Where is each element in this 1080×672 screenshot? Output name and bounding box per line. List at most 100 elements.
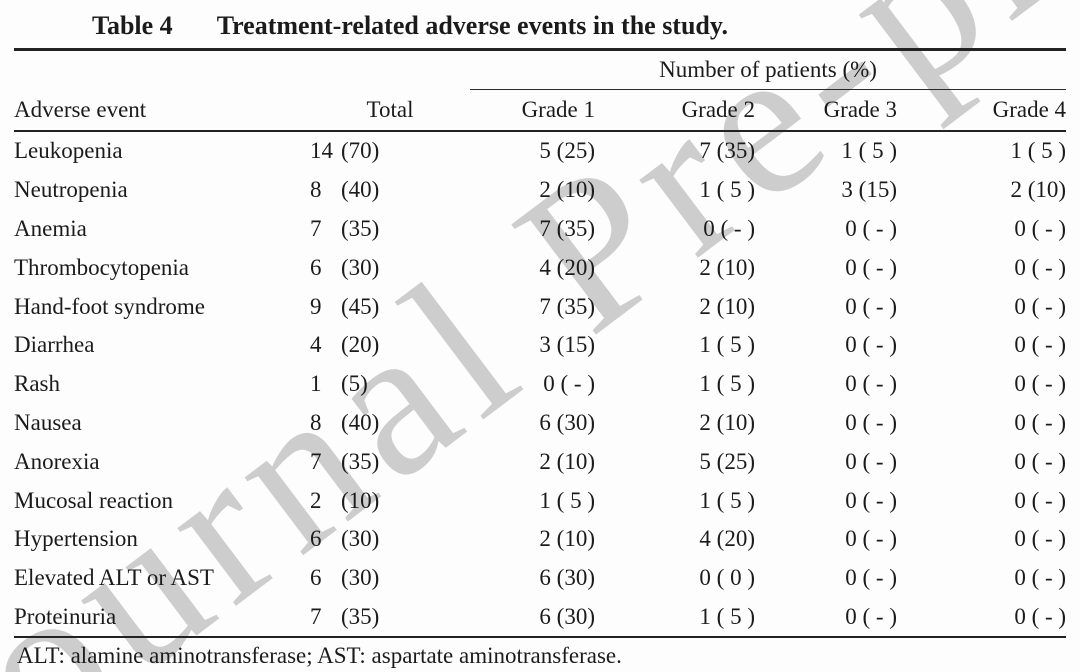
cell-grade3: 0 ( - ) [845, 332, 897, 358]
table-title-text: Treatment-related adverse events in the … [216, 11, 728, 40]
cell-grade2: 1 ( 5 ) [699, 371, 755, 397]
cell-total: 9 (45) [310, 287, 470, 326]
total-count: 6 [310, 254, 322, 280]
column-header-grade2: Grade 2 [595, 89, 755, 132]
table-row: Proteinuria 7 (35) 6 (30) 1 ( 5 ) 0 ( - ) 0 ( … [14, 597, 1067, 639]
cell-grade4: 2 (10) [1010, 177, 1067, 203]
total-count: 7 [310, 603, 322, 629]
cell-grade3: 0 ( - ) [845, 487, 897, 513]
adverse-events-table: Number of patients (%) Adverse event Tot… [14, 48, 1067, 639]
cell-grade1: 7 (35) [539, 293, 595, 319]
cell-adverse-event: Elevated ALT or AST [14, 565, 214, 591]
cell-grade3: 0 ( - ) [845, 293, 897, 319]
total-count: 7 [310, 448, 322, 474]
cell-grade4: 0 ( - ) [1014, 254, 1067, 280]
cell-grade1: 6 (30) [470, 597, 595, 639]
cell-grade1: 7 (35) [539, 215, 595, 241]
cell-total: 8 (40) [310, 404, 470, 443]
column-header-total: Total [310, 89, 470, 132]
total-count: 8 [310, 177, 322, 203]
table-number: Table 4 [92, 11, 173, 40]
spanner-header-row: Number of patients (%) [14, 48, 1067, 90]
column-header-grade1: Grade 1 [470, 89, 595, 132]
cell-adverse-event: Hypertension [14, 526, 138, 552]
cell-total: 1 (5) [310, 365, 470, 404]
cell-grade2: 1 ( 5 ) [699, 332, 755, 358]
total-count: 14 [310, 138, 333, 164]
cell-grade1: 3 (15) [539, 332, 595, 358]
cell-grade4: 0 ( - ) [1014, 332, 1067, 358]
cell-grade2: 1 ( 5 ) [699, 487, 755, 513]
spanner-spacer [14, 48, 470, 90]
table-caption: Table 4 Treatment-related adverse events … [0, 0, 1080, 48]
total-count: 4 [310, 332, 322, 358]
table-row: Diarrhea 4 (20) 3 (15) 1 ( 5 ) 0 ( - ) 0 ( - ) [14, 326, 1066, 365]
cell-grade3: 0 ( - ) [845, 254, 897, 280]
table-row: Nausea 8 (40) 6 (30) 2 (10) 0 ( - ) 0 ( - ) [14, 404, 1066, 443]
total-count: 7 [310, 215, 322, 241]
table-header: Number of patients (%) Adverse event Tot… [14, 48, 1067, 132]
table-row: Anemia 7 (35) 7 (35) 0 ( - ) 0 ( - ) 0 ( - ) [14, 210, 1066, 249]
cell-grade2: 1 ( 5 ) [699, 177, 755, 203]
total-percent: (40) [341, 177, 380, 203]
cell-grade3: 0 ( - ) [755, 597, 897, 639]
cell-adverse-event: Neutropenia [14, 177, 128, 203]
table-footnote: ALT: alamine aminotransferase; AST: aspa… [17, 643, 622, 669]
cell-grade1: 2 (10) [539, 448, 595, 474]
cell-grade2: 7 (35) [699, 138, 755, 164]
cell-grade3: 0 ( - ) [845, 448, 897, 474]
cell-total: 6 (30) [310, 559, 470, 598]
cell-adverse-event: Proteinuria [14, 597, 310, 639]
cell-total: 4 (20) [310, 326, 470, 365]
table-row: Neutropenia 8 (40) 2 (10) 1 ( 5 ) 3 (15) 2 (10… [14, 171, 1066, 210]
cell-grade3: 0 ( - ) [845, 371, 897, 397]
table-row: Thrombocytopenia 6 (30) 4 (20) 2 (10) 0 ( - )… [14, 248, 1066, 287]
cell-grade2: 2 (10) [699, 254, 755, 280]
total-count: 2 [310, 487, 322, 513]
cell-grade1: 2 (10) [539, 177, 595, 203]
total-percent: (5) [341, 371, 368, 397]
total-percent: (35) [341, 603, 380, 629]
table-body: Leukopenia 14 (70) 5 (25) 7 (35) 1 ( 5 ) 1 ( 5… [14, 131, 1067, 639]
cell-grade4: 0 ( - ) [897, 597, 1067, 639]
total-count: 9 [310, 293, 322, 319]
cell-adverse-event: Hand-foot syndrome [14, 293, 205, 319]
cell-grade1: 2 (10) [539, 526, 595, 552]
table-row: Elevated ALT or AST 6 (30) 6 (30) 0 ( 0 ) 0 (… [14, 559, 1066, 598]
cell-total: 7 (35) [310, 442, 470, 481]
cell-total: 7 (35) [310, 210, 470, 249]
cell-total: 6 (30) [310, 248, 470, 287]
column-header-adverse-event: Adverse event [14, 89, 310, 132]
cell-grade4: 0 ( - ) [1014, 526, 1067, 552]
column-header-grade4: Grade 4 [897, 89, 1067, 132]
cell-grade1: 6 (30) [539, 565, 595, 591]
cell-adverse-event: Leukopenia [14, 138, 123, 164]
cell-adverse-event: Mucosal reaction [14, 487, 174, 513]
column-header-grade3: Grade 3 [755, 89, 897, 132]
cell-adverse-event: Thrombocytopenia [14, 254, 190, 280]
total-percent: (45) [341, 293, 380, 319]
cell-grade1: 6 (30) [539, 409, 595, 435]
cell-adverse-event: Diarrhea [14, 332, 95, 358]
total-percent: (10) [341, 487, 380, 513]
total-percent: (20) [341, 332, 380, 358]
cell-grade2: 0 ( - ) [703, 215, 755, 241]
total-count: 6 [310, 565, 322, 591]
cell-adverse-event: Nausea [14, 409, 82, 435]
cell-grade4: 0 ( - ) [1014, 448, 1067, 474]
total-count: 8 [310, 409, 322, 435]
cell-grade1: 1 ( 5 ) [539, 487, 595, 513]
cell-grade4: 1 ( 5 ) [1010, 138, 1067, 164]
cell-grade2: 5 (25) [699, 448, 755, 474]
cell-grade3: 0 ( - ) [845, 409, 897, 435]
total-percent: (30) [341, 254, 380, 280]
cell-total: 2 (10) [310, 481, 470, 520]
cell-grade2: 1 ( 5 ) [595, 597, 755, 639]
total-count: 6 [310, 526, 322, 552]
cell-grade1: 5 (25) [539, 138, 595, 164]
cell-grade4: 0 ( - ) [1014, 371, 1067, 397]
cell-adverse-event: Anorexia [14, 448, 100, 474]
total-count: 1 [310, 371, 322, 397]
